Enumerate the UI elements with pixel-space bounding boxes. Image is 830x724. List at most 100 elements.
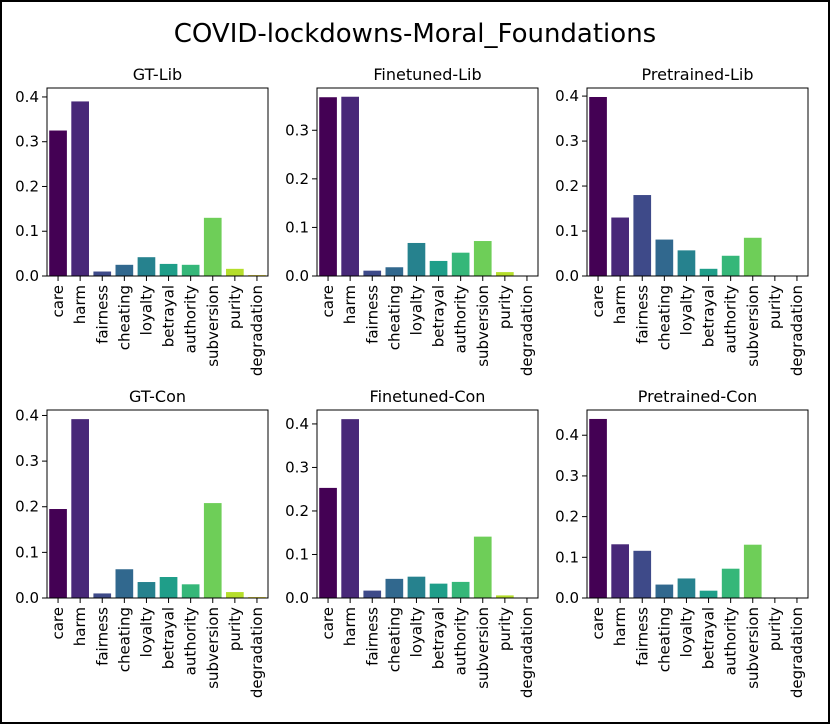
bar [611,217,629,276]
chart-panel: Pretrained-Lib 0.0 0.1 0.2 0.3 0.4 care harm fai… [555,65,809,376]
x-tick-label: loyalty [677,285,695,335]
x-tick-label: loyalty [137,607,155,657]
axes-frame [46,87,269,277]
x-tick-label: degradation [788,607,806,698]
bar [633,550,652,598]
bar [181,584,200,598]
x-tick-label: degradation [788,285,806,376]
bar [226,592,244,598]
x-tick-label: subversion [204,285,222,367]
subplot-title: GT-Lib [133,65,182,84]
x-tick-label: authority [722,285,740,353]
chart-panel: Pretrained-Con 0.0 0.1 0.2 0.3 0.4 care harm fai… [555,387,809,698]
x-tick-label: betrayal [160,285,178,347]
x-tick-label: harm [341,607,359,646]
y-tick-label: 0.3 [555,132,579,150]
y-tick-label: 0.2 [555,177,579,195]
y-tick-label: 0.0 [555,589,579,607]
bar [429,583,448,598]
chart-panel: GT-Con 0.0 0.1 0.2 0.3 0.4 care harm fairness che… [15,387,269,698]
bar [159,263,178,276]
bar [319,487,337,598]
axes-frame [586,87,809,277]
bar [319,97,337,276]
y-tick-label: 0.2 [15,498,39,516]
x-tick-label: subversion [204,607,222,689]
x-tick-label: cheating [385,607,403,672]
x-tick-label: cheating [655,285,673,350]
bar [655,239,674,276]
x-tick-label: degradation [248,607,266,698]
bar [137,257,156,276]
x-tick-label: fairness [93,285,111,344]
bar [699,268,718,276]
y-tick-label: 0.1 [555,548,579,566]
x-tick-label: care [319,607,337,640]
bar [721,255,740,276]
x-tick-label: cheating [115,607,133,672]
x-tick-label: loyalty [137,285,155,335]
x-tick-label: purity [766,285,784,329]
bar [496,272,514,276]
bar [429,260,448,276]
bar [363,270,382,276]
bar [743,544,762,598]
subplot-title: Pretrained-Lib [642,65,754,84]
y-tick-label: 0.3 [555,467,579,485]
bar [71,101,89,276]
bar [49,509,67,598]
y-tick-label: 0.4 [285,415,309,433]
chart-panel: GT-Lib 0.0 0.1 0.2 0.3 0.4 care harm fairness che… [15,65,269,376]
y-tick-label: 0.1 [15,222,39,240]
bar [633,195,652,276]
y-tick-label: 0.4 [15,406,39,424]
x-tick-label: harm [611,285,629,324]
x-tick-label: authority [182,607,200,675]
x-tick-label: harm [71,285,89,324]
x-tick-label: cheating [655,607,673,672]
x-tick-label: fairness [633,285,651,344]
x-tick-label: subversion [744,285,762,367]
y-tick-label: 0.3 [285,458,309,476]
bar [159,577,178,598]
y-tick-label: 0.1 [15,543,39,561]
x-tick-label: loyalty [407,607,425,657]
x-tick-label: degradation [518,607,536,698]
bar [93,271,112,276]
x-tick-label: care [319,285,337,318]
bar [341,96,359,276]
y-tick-label: 0.4 [555,87,579,105]
x-tick-label: cheating [115,285,133,350]
bar [677,578,696,598]
bar [203,503,222,598]
y-tick-label: 0.0 [15,267,39,285]
x-tick-label: subversion [474,607,492,689]
x-tick-label: fairness [93,607,111,666]
axes-frame [316,409,539,599]
x-tick-label: fairness [633,607,651,666]
y-tick-label: 0.1 [285,545,309,563]
bar [655,584,674,598]
x-tick-label: purity [766,607,784,651]
subplot-title: Finetuned-Lib [373,65,481,84]
y-tick-label: 0.1 [555,222,579,240]
y-tick-label: 0.2 [555,508,579,526]
bar [203,217,222,276]
bar [226,268,244,276]
x-tick-label: subversion [744,607,762,689]
x-tick-label: loyalty [677,607,695,657]
bar [473,241,492,276]
chart-panel: Finetuned-Con 0.0 0.1 0.2 0.3 0.4 care harm fair… [285,387,539,698]
axes-frame [316,87,539,277]
x-tick-label: purity [226,607,244,651]
bar [589,418,607,598]
x-tick-label: betrayal [700,285,718,347]
bar [363,590,382,598]
x-tick-label: authority [722,607,740,675]
bar [496,595,514,598]
bar [407,242,426,276]
axes-frame [586,409,809,599]
y-tick-label: 0.4 [555,426,579,444]
bar [49,130,67,276]
